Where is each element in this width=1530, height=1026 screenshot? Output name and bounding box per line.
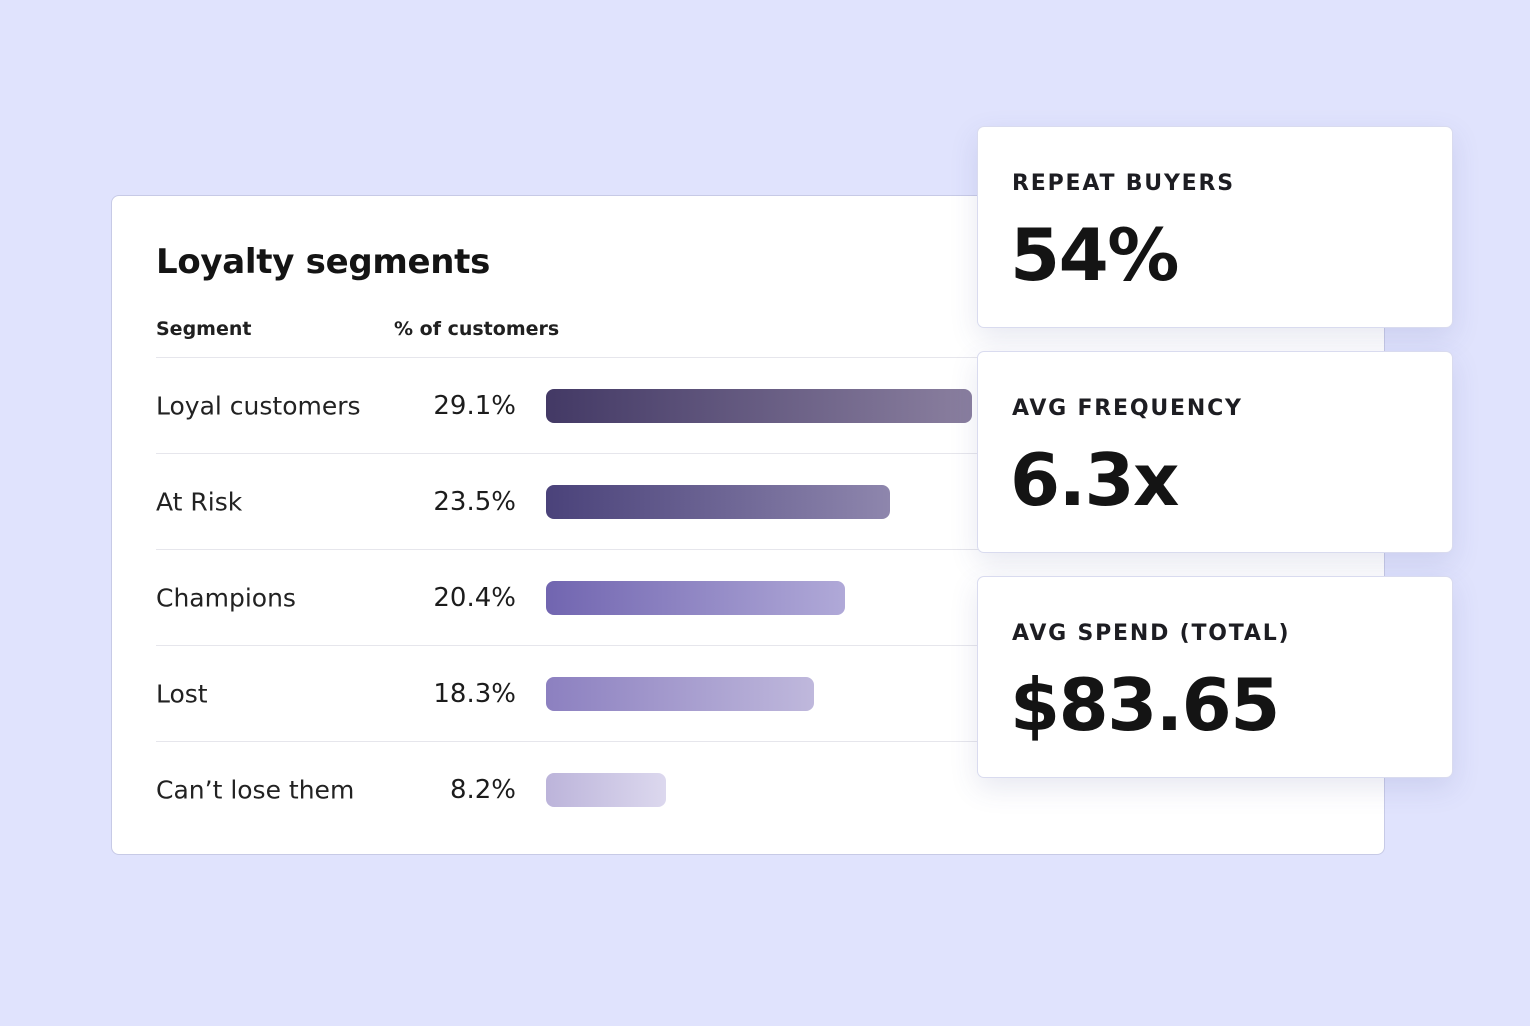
row-divider bbox=[156, 645, 986, 646]
segment-label: Loyal customers bbox=[156, 391, 361, 421]
segment-label: Lost bbox=[156, 679, 208, 709]
segment-bar bbox=[546, 677, 815, 711]
segment-percent: 8.2% bbox=[449, 775, 516, 805]
segment-bar-track bbox=[546, 677, 1126, 711]
segment-bar bbox=[546, 389, 973, 423]
segment-percent: 20.4% bbox=[433, 583, 516, 613]
repeat-buyers-card: REPEAT BUYERS 54% bbox=[977, 126, 1453, 328]
stat-label: REPEAT BUYERS bbox=[1012, 171, 1235, 196]
segment-label: At Risk bbox=[156, 487, 243, 517]
column-header-segment: Segment bbox=[156, 318, 252, 340]
segment-bar-track bbox=[546, 485, 1126, 519]
header-divider bbox=[156, 357, 986, 358]
column-header-percent: % of customers bbox=[394, 318, 560, 340]
row-divider bbox=[156, 741, 986, 742]
stat-value: $83.65 bbox=[1010, 663, 1280, 747]
avg-frequency-card: AVG FREQUENCY 6.3x bbox=[977, 351, 1453, 553]
segment-row: Lost 18.3% bbox=[156, 646, 986, 742]
segment-percent: 18.3% bbox=[433, 679, 516, 709]
stat-label: AVG SPEND (TOTAL) bbox=[1012, 621, 1291, 646]
segment-percent: 23.5% bbox=[433, 487, 516, 517]
row-divider bbox=[156, 453, 986, 454]
segment-bar-track bbox=[546, 581, 1126, 615]
segment-label: Can’t lose them bbox=[156, 775, 355, 805]
card-title: Loyalty segments bbox=[156, 242, 491, 282]
segment-label: Champions bbox=[156, 583, 296, 613]
stat-value: 54% bbox=[1010, 213, 1179, 297]
segment-bar bbox=[546, 773, 667, 807]
segment-bar-track bbox=[546, 773, 1126, 807]
segment-row: At Risk 23.5% bbox=[156, 454, 986, 550]
segment-bar-track bbox=[546, 389, 1126, 423]
segment-bar bbox=[546, 581, 845, 615]
segment-percent: 29.1% bbox=[433, 391, 516, 421]
avg-spend-card: AVG SPEND (TOTAL) $83.65 bbox=[977, 576, 1453, 778]
segment-row: Can’t lose them 8.2% bbox=[156, 742, 986, 838]
segment-row: Loyal customers 29.1% bbox=[156, 358, 986, 454]
stat-label: AVG FREQUENCY bbox=[1012, 396, 1243, 421]
row-divider bbox=[156, 549, 986, 550]
segment-bar bbox=[546, 485, 891, 519]
segment-row: Champions 20.4% bbox=[156, 550, 986, 646]
stat-value: 6.3x bbox=[1010, 438, 1180, 522]
